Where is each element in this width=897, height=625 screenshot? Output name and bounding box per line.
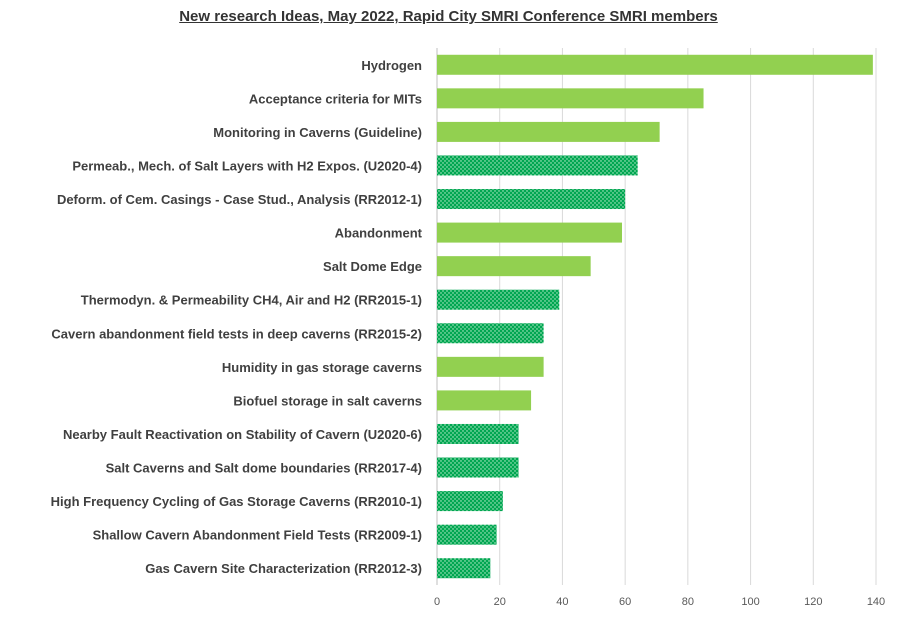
category-label: Salt Dome Edge <box>323 259 422 274</box>
bar <box>437 423 519 444</box>
bar <box>437 558 491 579</box>
bar <box>437 189 626 210</box>
category-label: Acceptance criteria for MITs <box>249 91 422 106</box>
x-tick-label: 20 <box>494 596 506 608</box>
bar <box>437 54 873 75</box>
category-label: Humidity in gas storage caverns <box>222 360 422 375</box>
chart-title: New research Ideas, May 2022, Rapid City… <box>179 8 718 25</box>
bar <box>437 289 560 310</box>
category-label: High Frequency Cycling of Gas Storage Ca… <box>51 494 422 509</box>
category-label: Deform. of Cem. Casings - Case Stud., An… <box>57 192 422 207</box>
x-axis-ticks: 0 20 40 60 80 100 120 140 <box>434 596 885 608</box>
bar <box>437 390 532 411</box>
category-label: Salt Caverns and Salt dome boundaries (R… <box>106 461 422 476</box>
bar <box>437 524 497 545</box>
bar <box>437 155 638 176</box>
x-tick-label: 40 <box>556 596 568 608</box>
x-tick-label: 140 <box>867 596 885 608</box>
category-label: Abandonment <box>335 226 423 241</box>
bar <box>437 88 704 109</box>
category-label: Cavern abandonment field tests in deep c… <box>51 326 422 341</box>
category-label: Biofuel storage in salt caverns <box>233 393 422 408</box>
bar <box>437 491 503 512</box>
x-tick-label: 120 <box>804 596 822 608</box>
category-label: Gas Cavern Site Characterization (RR2012… <box>145 561 422 576</box>
bar <box>437 457 519 478</box>
x-tick-label: 60 <box>619 596 631 608</box>
bar <box>437 323 544 344</box>
bar <box>437 121 660 142</box>
bar <box>437 256 591 277</box>
bar <box>437 356 544 377</box>
x-tick-label: 100 <box>741 596 759 608</box>
x-tick-label: 80 <box>682 596 694 608</box>
gridlines <box>436 48 877 585</box>
category-label: Thermodyn. & Permeability CH4, Air and H… <box>81 293 422 308</box>
category-label: Monitoring in Caverns (Guideline) <box>213 125 422 140</box>
category-label: Hydrogen <box>361 58 422 73</box>
category-label: Nearby Fault Reactivation on Stability o… <box>63 427 422 442</box>
category-label: Permeab., Mech. of Salt Layers with H2 E… <box>72 158 422 173</box>
bars <box>437 54 873 579</box>
category-label: Shallow Cavern Abandonment Field Tests (… <box>93 528 422 543</box>
category-labels: Hydrogen Acceptance criteria for MITs Moni… <box>51 58 423 576</box>
x-tick-label: 0 <box>434 596 440 608</box>
bar <box>437 222 623 243</box>
